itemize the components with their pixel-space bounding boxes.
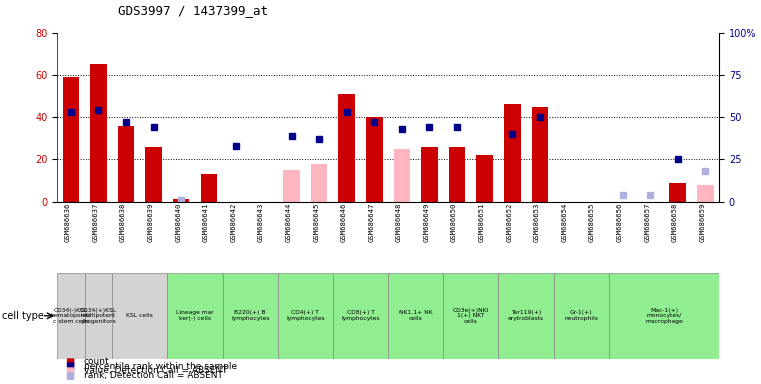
Text: rank, Detection Call = ABSENT: rank, Detection Call = ABSENT [84,371,222,380]
Text: GSM686647: GSM686647 [368,203,374,242]
Text: cell type: cell type [2,311,43,321]
Bar [388,273,443,359]
Bar [670,183,686,202]
Text: GSM686656: GSM686656 [616,203,622,242]
Text: GSM686637: GSM686637 [92,203,98,242]
Text: GSM686649: GSM686649 [423,203,429,242]
Bar [310,164,327,202]
Bar [333,273,388,359]
Text: GSM686654: GSM686654 [562,203,568,242]
Text: Lineage mar
ker(-) cells: Lineage mar ker(-) cells [176,310,214,321]
Bar [421,147,438,202]
Text: GSM686639: GSM686639 [148,203,154,242]
Text: CD3e(+)NKI
1(+) NKT
cells: CD3e(+)NKI 1(+) NKT cells [453,308,489,324]
Text: KSL cells: KSL cells [126,313,153,318]
Bar [173,200,189,202]
Bar [443,273,498,359]
Text: Ter119(+)
erytroblasts: Ter119(+) erytroblasts [508,310,544,321]
Bar [449,147,465,202]
Bar [476,155,493,202]
Text: GSM686636: GSM686636 [65,203,71,242]
Text: count: count [84,357,110,366]
Text: GSM686655: GSM686655 [589,203,595,242]
Text: CD4(+) T
lymphocytes: CD4(+) T lymphocytes [286,310,325,321]
Text: ■: ■ [65,366,74,376]
Text: B220(+) B
lymphocytes: B220(+) B lymphocytes [231,310,269,321]
Bar [531,107,548,202]
Text: GSM686643: GSM686643 [258,203,264,242]
Bar [498,273,553,359]
Text: GSM686642: GSM686642 [231,203,237,242]
Text: GSM686646: GSM686646 [341,203,347,242]
Text: Mac-1(+)
monocytes/
macrophage: Mac-1(+) monocytes/ macrophage [645,308,683,324]
Bar [504,104,521,202]
Text: GSM686659: GSM686659 [699,203,705,242]
Text: GSM686645: GSM686645 [313,203,319,242]
Text: GSM686641: GSM686641 [202,203,209,242]
Text: CD8(+) T
lymphocytes: CD8(+) T lymphocytes [341,310,380,321]
Bar [553,273,609,359]
Text: GSM686657: GSM686657 [644,203,650,242]
Bar [609,273,719,359]
Bar [145,147,162,202]
Text: GDS3997 / 1437399_at: GDS3997 / 1437399_at [118,4,268,17]
Text: GSM686644: GSM686644 [285,203,291,242]
Text: percentile rank within the sample: percentile rank within the sample [84,362,237,371]
Text: Gr-1(+)
neutrophils: Gr-1(+) neutrophils [564,310,598,321]
Text: CD34(+)KSL
multipotent
progenitors: CD34(+)KSL multipotent progenitors [80,308,117,324]
Text: ■: ■ [65,361,74,371]
Bar [62,77,79,202]
Text: GSM686650: GSM686650 [451,203,457,242]
Bar [339,94,355,202]
Bar [278,273,333,359]
Bar [90,64,107,202]
Bar [697,185,714,202]
Bar [84,273,113,359]
Bar [283,170,300,202]
Text: GSM686638: GSM686638 [120,203,126,242]
Text: value, Detection Call = ABSENT: value, Detection Call = ABSENT [84,366,228,376]
Text: ■: ■ [65,357,74,367]
Text: GSM686651: GSM686651 [479,203,485,242]
Text: GSM686640: GSM686640 [175,203,181,242]
Bar [366,117,383,202]
Text: GSM686653: GSM686653 [533,203,540,242]
Text: ■: ■ [65,371,74,381]
Text: GSM686648: GSM686648 [396,203,402,242]
Bar [222,273,278,359]
Text: NK1.1+ NK
cells: NK1.1+ NK cells [399,310,432,321]
Text: CD34(-)KSL
hematopoieti
c stem cells: CD34(-)KSL hematopoieti c stem cells [51,308,91,324]
Bar [57,273,84,359]
Text: GSM686658: GSM686658 [672,203,678,242]
Bar [118,126,134,202]
Bar [167,273,222,359]
Bar [393,149,410,202]
Bar [113,273,167,359]
Bar [200,174,217,202]
Text: GSM686652: GSM686652 [506,203,512,242]
